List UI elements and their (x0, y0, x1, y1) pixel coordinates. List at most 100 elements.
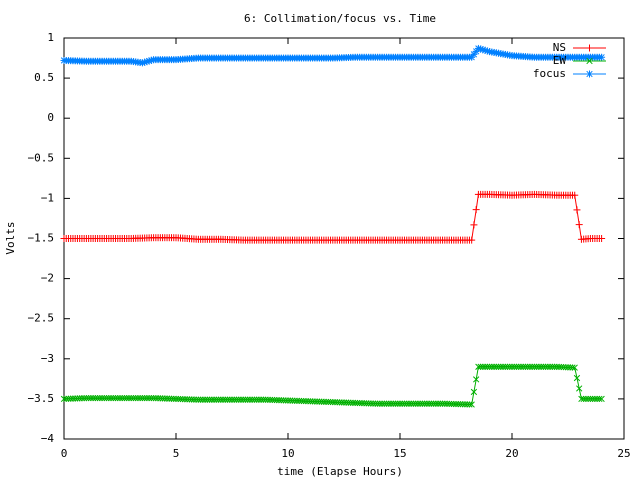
data-point (387, 400, 395, 407)
data-point (125, 394, 133, 402)
data-point (107, 394, 115, 402)
data-point (437, 400, 444, 407)
data-point (495, 363, 502, 370)
data-point (587, 395, 594, 403)
data-point (593, 395, 601, 403)
series-focus (60, 44, 606, 67)
data-point (128, 394, 135, 402)
data-point (569, 364, 576, 371)
data-point (488, 363, 495, 370)
data-point (524, 363, 531, 370)
data-point (89, 394, 97, 402)
data-point (589, 395, 596, 403)
data-point (98, 394, 106, 402)
data-point (582, 395, 590, 403)
data-point (244, 396, 251, 403)
data-point (586, 57, 593, 65)
data-point (204, 396, 211, 403)
data-point (215, 396, 222, 403)
data-point (481, 363, 489, 370)
data-point (242, 396, 249, 403)
data-point (385, 400, 392, 407)
y-tick-label: −0.5 (28, 151, 55, 164)
data-point (224, 396, 231, 403)
y-tick-label: 0 (47, 111, 54, 124)
data-point (493, 363, 500, 370)
data-point (240, 396, 247, 403)
data-point (542, 363, 549, 370)
data-point (511, 363, 518, 370)
data-point (540, 363, 547, 370)
data-point (251, 396, 258, 403)
x-axis-label: time (Elapse Hours) (277, 465, 403, 478)
data-point (598, 53, 606, 61)
y-tick-label: 1 (47, 31, 54, 44)
data-point (403, 400, 410, 407)
data-point (233, 396, 240, 403)
data-point (134, 394, 142, 402)
data-point (585, 395, 592, 403)
data-point (130, 394, 137, 402)
legend-label: focus (533, 67, 566, 80)
data-point (392, 400, 399, 407)
data-point (470, 221, 478, 229)
series-line (64, 193, 602, 241)
data-point (531, 363, 538, 370)
data-point (199, 396, 207, 403)
data-point (578, 395, 585, 403)
data-point (466, 401, 473, 408)
data-point (378, 400, 386, 407)
data-point (85, 394, 92, 402)
y-tick-label: −1.5 (28, 232, 55, 245)
data-point (586, 70, 593, 78)
data-point (217, 396, 224, 403)
y-tick-label: −3 (41, 352, 54, 365)
data-point (399, 400, 406, 407)
data-point (533, 363, 540, 370)
data-point (428, 400, 435, 407)
data-point (390, 400, 397, 407)
x-tick-label: 20 (505, 447, 518, 460)
data-point (121, 394, 128, 402)
legend-item: NS (553, 41, 606, 54)
data-point (477, 363, 484, 370)
data-point (123, 394, 130, 402)
series-line (63, 366, 602, 406)
y-tick-label: −2.5 (28, 312, 55, 325)
data-point (94, 394, 101, 402)
data-point (376, 400, 383, 407)
data-point (504, 363, 511, 370)
data-point (381, 400, 388, 407)
data-point (405, 400, 413, 407)
data-point (228, 396, 236, 403)
data-point (423, 400, 431, 407)
data-point (96, 394, 103, 402)
data-point (137, 394, 144, 402)
x-tick-label: 15 (393, 447, 406, 460)
legend-label: NS (553, 41, 566, 54)
data-point (408, 400, 415, 407)
data-point (571, 191, 579, 199)
data-point (87, 394, 95, 402)
y-tick-label: −3.5 (28, 392, 55, 405)
data-point (414, 400, 422, 407)
data-point (513, 363, 520, 370)
data-point (549, 363, 556, 370)
chart-title: 6: Collimation/focus vs. Time (244, 12, 436, 25)
data-point (92, 394, 99, 402)
legend-label: EW (553, 54, 567, 67)
data-point (432, 400, 439, 407)
data-point (544, 363, 551, 370)
data-point (231, 396, 238, 403)
data-point (506, 363, 513, 370)
data-point (410, 400, 417, 407)
data-point (213, 396, 220, 403)
data-point (195, 396, 202, 403)
data-point (396, 400, 404, 407)
data-point (237, 396, 245, 403)
data-point (110, 394, 117, 402)
data-point (515, 363, 522, 370)
y-tick-label: −4 (41, 432, 55, 445)
data-point (526, 363, 534, 370)
data-point (83, 394, 90, 402)
